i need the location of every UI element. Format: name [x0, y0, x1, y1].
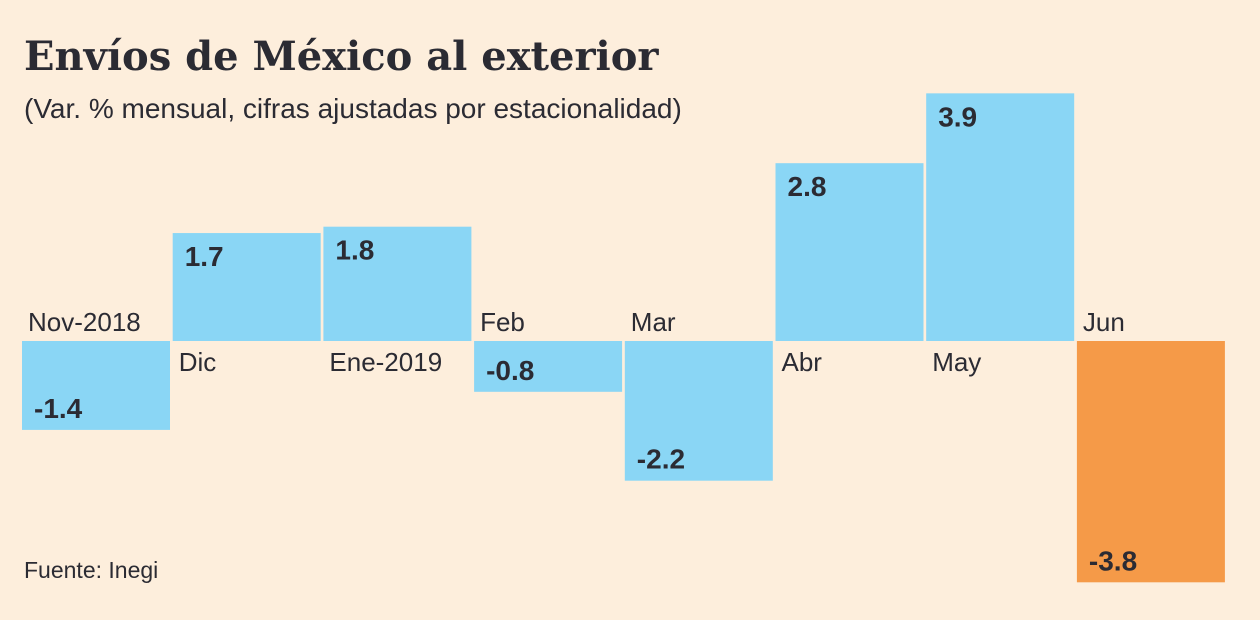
value-label: -1.4	[34, 393, 83, 424]
category-label: Mar	[631, 307, 676, 337]
category-label: Feb	[480, 307, 525, 337]
value-label: -3.8	[1089, 545, 1137, 576]
category-label: Jun	[1083, 307, 1125, 337]
source-note: Fuente: Inegi	[24, 557, 158, 583]
value-label: 3.9	[938, 101, 977, 132]
chart-title: Envíos de México al exterior	[24, 33, 659, 80]
value-label: -0.8	[486, 355, 534, 386]
bar-mar	[624, 341, 773, 481]
category-label: Dic	[179, 347, 217, 377]
category-label: Ene-2019	[329, 347, 442, 377]
bar-dic	[172, 233, 321, 341]
category-label: May	[932, 347, 981, 377]
value-label: 2.8	[788, 171, 827, 202]
value-label: 1.8	[335, 235, 374, 266]
bar-abr	[775, 163, 924, 341]
bar-nov-2018	[22, 341, 170, 430]
bar-ene-2019	[323, 226, 472, 341]
category-label: Abr	[782, 347, 823, 377]
bar-jun	[1076, 341, 1225, 583]
category-label: Nov-2018	[28, 307, 141, 337]
value-label: -2.2	[637, 444, 685, 475]
bar-may	[926, 93, 1075, 341]
value-label: 1.7	[185, 241, 224, 272]
chart-subtitle: (Var. % mensual, cifras ajustadas por es…	[24, 93, 682, 124]
bar-feb	[474, 341, 623, 392]
